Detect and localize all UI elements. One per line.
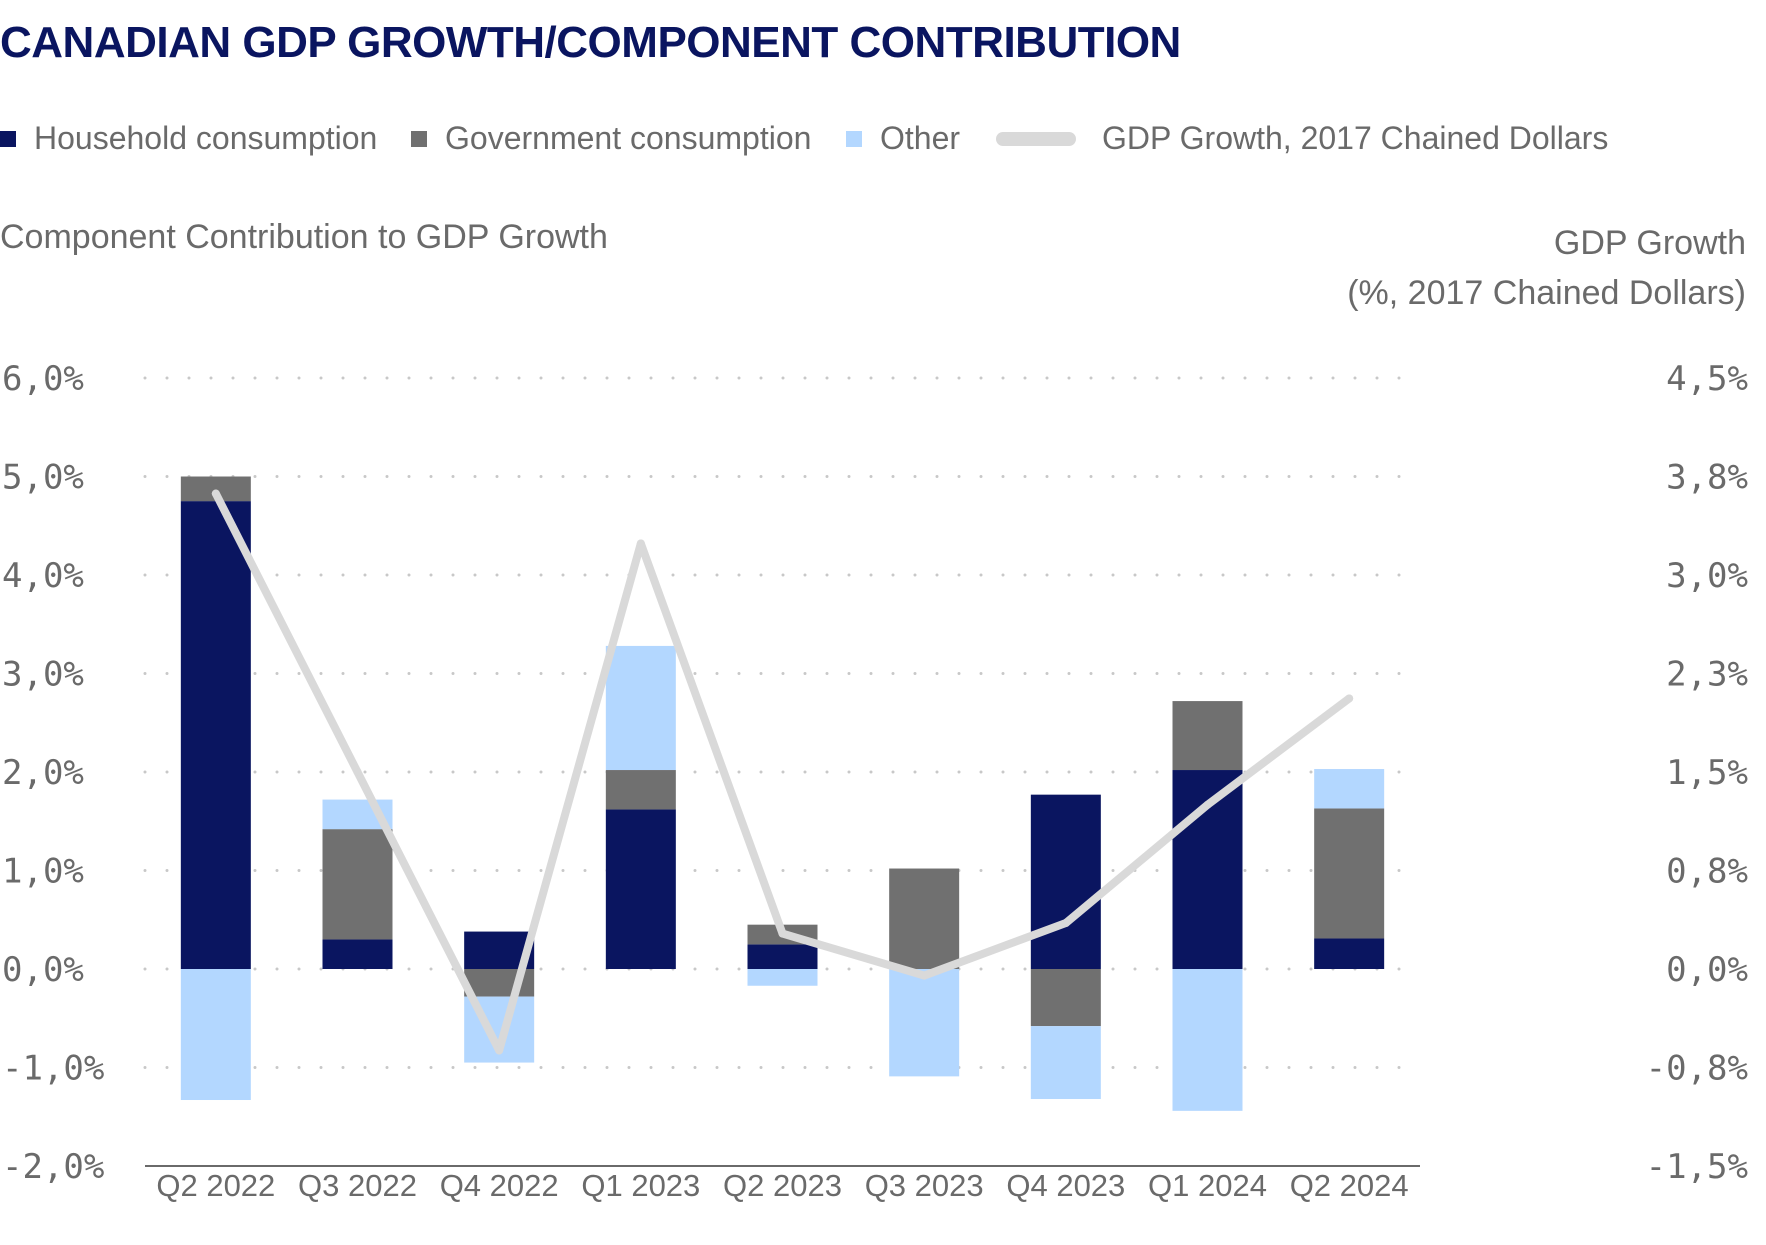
other-bar bbox=[1172, 969, 1243, 1111]
household-bar bbox=[180, 501, 251, 969]
x-axis-category-label: Q3 2023 bbox=[865, 1168, 984, 1203]
x-axis-category-label: Q1 2023 bbox=[581, 1168, 700, 1203]
gdp-growth-point bbox=[920, 971, 929, 980]
other-bar bbox=[1030, 1026, 1101, 1100]
left-axis-tick-label: 6,0% bbox=[2, 359, 84, 399]
gdp-line-swatch-icon bbox=[996, 131, 1076, 146]
household-bar bbox=[747, 944, 818, 969]
other-bar bbox=[1314, 769, 1385, 809]
household-bar bbox=[1314, 938, 1385, 969]
gdp-growth-point bbox=[636, 539, 645, 548]
right-axis-tick-label: 2,3% bbox=[1666, 655, 1748, 695]
government-bar bbox=[889, 868, 960, 969]
left-axis-tick-label: -1,0% bbox=[2, 1049, 104, 1089]
gdp-growth-point bbox=[211, 489, 220, 498]
legend-label-household: Household consumption bbox=[34, 120, 378, 156]
left-axis-tick-label: 2,0% bbox=[2, 753, 84, 793]
x-axis-category-label: Q2 2024 bbox=[1290, 1168, 1409, 1203]
left-axis-tick-label: -2,0% bbox=[2, 1147, 104, 1187]
left-axis-tick-label: 4,0% bbox=[2, 556, 84, 596]
household-swatch-icon bbox=[0, 130, 16, 147]
x-axis-category-label: Q4 2023 bbox=[1006, 1168, 1125, 1203]
household-bar bbox=[322, 939, 393, 969]
legend-label-government: Government consumption bbox=[445, 120, 812, 156]
government-bar bbox=[322, 829, 393, 940]
legend-item-government: Government consumption bbox=[411, 120, 811, 157]
legend-label-gdp: GDP Growth, 2017 Chained Dollars bbox=[1102, 120, 1609, 156]
right-axis-tick-label: 3,0% bbox=[1666, 556, 1748, 596]
x-axis-category-label: Q2 2022 bbox=[156, 1168, 275, 1203]
left-axis-tick-label: 5,0% bbox=[2, 458, 84, 498]
gdp-growth-point bbox=[495, 1046, 504, 1055]
chart-title: CANADIAN GDP GROWTH/COMPONENT CONTRIBUTI… bbox=[0, 18, 1181, 67]
legend-item-other: Other bbox=[846, 120, 960, 157]
government-bar bbox=[1172, 701, 1243, 771]
right-axis-tick-label: 3,8% bbox=[1666, 458, 1748, 498]
other-swatch-icon bbox=[846, 130, 862, 147]
right-axis-tick-label: 4,5% bbox=[1666, 359, 1748, 399]
government-bar bbox=[605, 770, 676, 810]
government-bar bbox=[1030, 969, 1101, 1027]
other-bar bbox=[889, 969, 960, 1077]
left-axis-tick-label: 3,0% bbox=[2, 655, 84, 695]
x-axis-category-label: Q2 2023 bbox=[723, 1168, 842, 1203]
government-bar bbox=[1314, 808, 1385, 939]
household-bar bbox=[1030, 794, 1101, 969]
household-bar bbox=[605, 809, 676, 969]
x-axis-category-label: Q1 2024 bbox=[1148, 1168, 1267, 1203]
right-axis-tick-label: -1,5% bbox=[1646, 1147, 1748, 1187]
government-swatch-icon bbox=[411, 130, 427, 147]
right-axis-title-line1: GDP Growth bbox=[1553, 224, 1746, 262]
legend-label-other: Other bbox=[880, 120, 961, 156]
gdp-growth-point bbox=[1203, 800, 1212, 809]
left-axis-title: Component Contribution to GDP Growth bbox=[0, 218, 608, 256]
other-bar bbox=[180, 969, 251, 1101]
left-axis-tick-label: 0,0% bbox=[2, 950, 84, 990]
other-bar bbox=[605, 645, 676, 771]
right-axis-tick-label: 1,5% bbox=[1666, 753, 1748, 793]
right-axis-title-line2: (%, 2017 Chained Dollars) bbox=[1347, 274, 1746, 312]
left-axis-tick-label: 1,0% bbox=[2, 852, 84, 892]
right-axis-tick-label: -0,8% bbox=[1646, 1049, 1748, 1089]
gdp-growth-point bbox=[353, 768, 362, 776]
x-axis-category-label: Q4 2022 bbox=[440, 1168, 559, 1203]
gdp-growth-point bbox=[1061, 919, 1070, 928]
x-axis-category-label: Q3 2022 bbox=[298, 1168, 417, 1203]
right-axis-tick-label: 0,8% bbox=[1666, 852, 1748, 892]
legend-item-gdp: GDP Growth, 2017 Chained Dollars bbox=[996, 120, 1608, 157]
legend: Household consumption Government consump… bbox=[0, 120, 1766, 164]
legend-item-household: Household consumption bbox=[0, 120, 377, 157]
gdp-growth-point bbox=[1345, 694, 1354, 703]
gdp-growth-point bbox=[778, 929, 787, 938]
right-axis-title: GDP Growth (%, 2017 Chained Dollars) bbox=[1347, 218, 1746, 318]
other-bar bbox=[747, 969, 818, 986]
right-axis-tick-label: 0,0% bbox=[1666, 950, 1748, 990]
